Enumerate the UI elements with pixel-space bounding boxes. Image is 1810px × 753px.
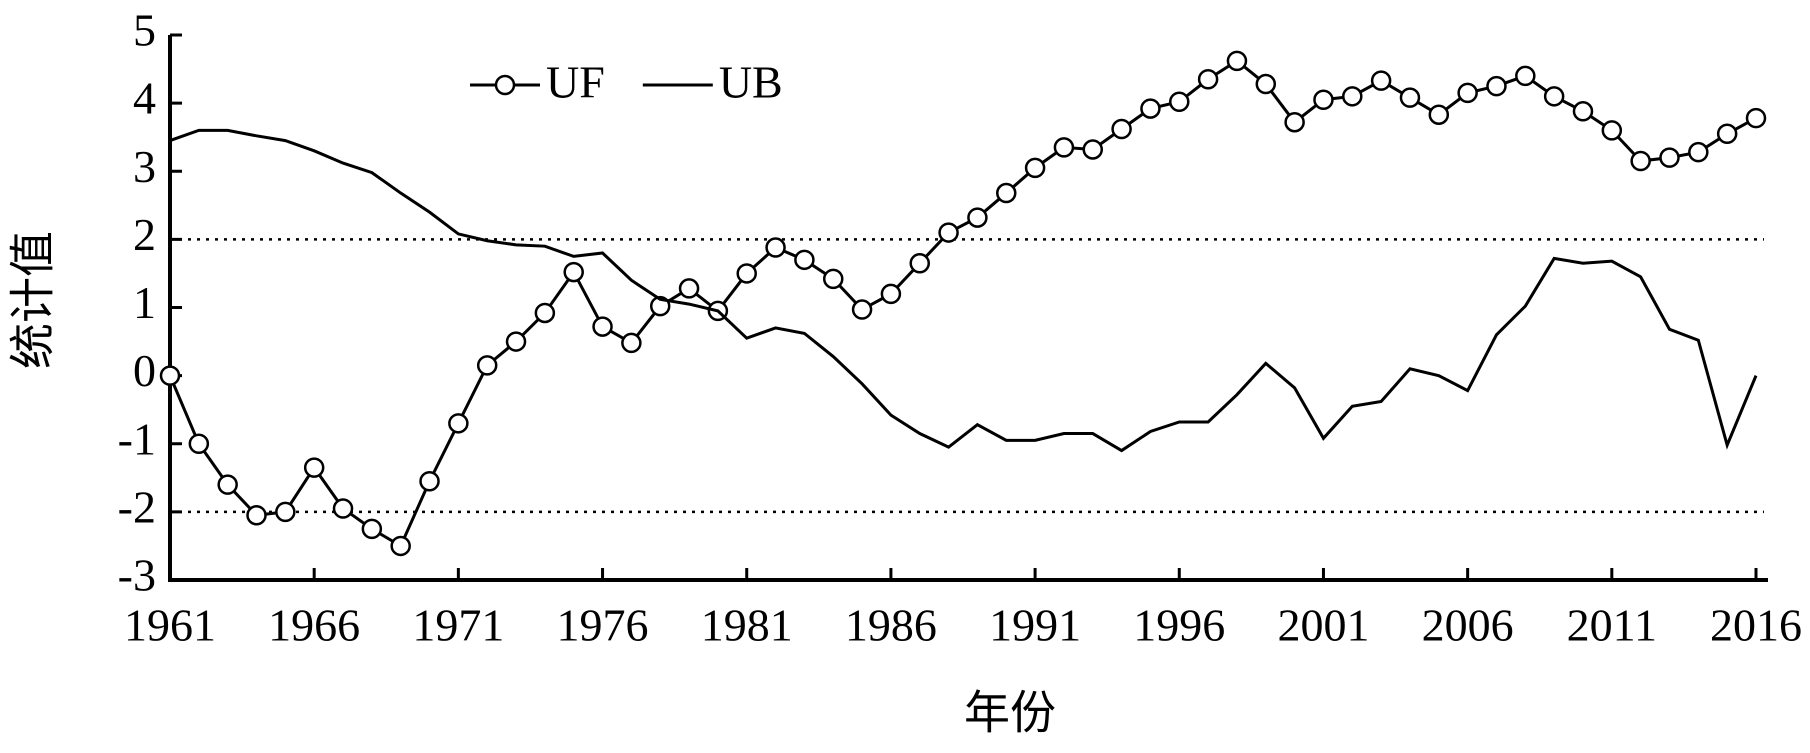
x-tick-label: 1976 xyxy=(557,600,649,651)
point-marker xyxy=(1140,98,1161,119)
y-tick-label: 3 xyxy=(133,141,156,192)
point-marker xyxy=(1630,150,1651,172)
point-marker xyxy=(765,237,786,258)
x-tick-label: 1986 xyxy=(845,600,937,651)
legend-label: UB xyxy=(719,57,783,108)
point-marker xyxy=(1082,139,1104,160)
point-marker xyxy=(592,316,613,337)
x-tick-label: 1961 xyxy=(124,600,216,651)
point-marker xyxy=(822,268,844,290)
series-line xyxy=(169,128,1758,453)
x-tick-label: 2006 xyxy=(1422,600,1514,651)
point-marker xyxy=(996,182,1017,204)
point-marker xyxy=(476,355,498,376)
point-marker xyxy=(909,252,930,274)
point-marker xyxy=(1457,82,1478,104)
y-tick-label: 5 xyxy=(133,5,156,56)
point-marker xyxy=(1716,123,1738,145)
x-tick-label: 1991 xyxy=(989,600,1081,651)
point-marker xyxy=(621,332,642,354)
point-marker xyxy=(534,302,556,324)
x-axis-label: 年份 xyxy=(964,688,1056,739)
y-tick-label: 1 xyxy=(133,277,156,328)
point-marker xyxy=(1255,73,1277,95)
point-marker xyxy=(361,518,383,540)
point-marker xyxy=(1053,137,1075,158)
y-axis-label: 统计值 xyxy=(8,231,59,369)
point-marker xyxy=(1659,147,1680,168)
x-tick-label: 1966 xyxy=(268,600,360,651)
y-tick-label: 4 xyxy=(133,73,156,124)
point-marker xyxy=(1543,86,1565,107)
point-marker xyxy=(678,278,700,299)
x-tick-label: 1981 xyxy=(701,600,793,651)
point-marker xyxy=(217,474,238,495)
y-tick-label: 2 xyxy=(133,209,156,260)
point-marker xyxy=(851,299,873,320)
point-marker xyxy=(1370,70,1392,91)
point-marker xyxy=(1111,118,1132,140)
x-tick-label: 2001 xyxy=(1277,600,1369,651)
point-marker xyxy=(794,249,815,271)
legend-label: UF xyxy=(546,57,605,108)
point-marker xyxy=(303,457,325,478)
point-marker xyxy=(1169,91,1190,113)
point-marker xyxy=(1226,50,1248,72)
point-marker xyxy=(1313,89,1334,110)
point-marker xyxy=(649,295,671,317)
point-marker xyxy=(1486,75,1507,97)
point-marker xyxy=(563,261,584,283)
y-tick-label: 0 xyxy=(133,345,156,396)
point-marker xyxy=(505,331,527,352)
point-marker xyxy=(390,535,411,557)
y-tick-label: -1 xyxy=(118,413,156,464)
point-marker xyxy=(448,413,469,434)
point-marker xyxy=(1428,104,1450,125)
point-marker xyxy=(332,498,354,519)
point-marker xyxy=(275,501,296,523)
point-marker xyxy=(938,222,959,243)
point-marker xyxy=(967,207,988,228)
x-tick-label: 1971 xyxy=(412,600,504,651)
point-marker xyxy=(1745,107,1767,129)
y-tick-label: -2 xyxy=(118,481,156,532)
point-marker xyxy=(736,263,757,284)
point-marker xyxy=(246,505,267,526)
point-marker xyxy=(1572,101,1594,122)
point-marker xyxy=(1284,111,1305,133)
point-marker xyxy=(1399,87,1421,108)
point-marker xyxy=(419,470,440,492)
y-tick-label: -3 xyxy=(118,550,156,601)
point-marker xyxy=(880,283,902,305)
x-tick-label: 2016 xyxy=(1710,600,1802,651)
point-marker xyxy=(159,365,181,386)
point-marker xyxy=(1024,157,1046,179)
point-marker xyxy=(1601,120,1623,141)
x-tick-label: 2011 xyxy=(1567,600,1657,651)
series-line xyxy=(168,59,1757,549)
x-tick-label: 1996 xyxy=(1133,600,1225,651)
legend-marker xyxy=(494,74,516,96)
point-marker xyxy=(1197,69,1219,90)
point-marker xyxy=(1688,141,1709,163)
point-marker xyxy=(1342,86,1363,107)
point-marker xyxy=(188,433,210,454)
point-marker xyxy=(1515,65,1536,87)
